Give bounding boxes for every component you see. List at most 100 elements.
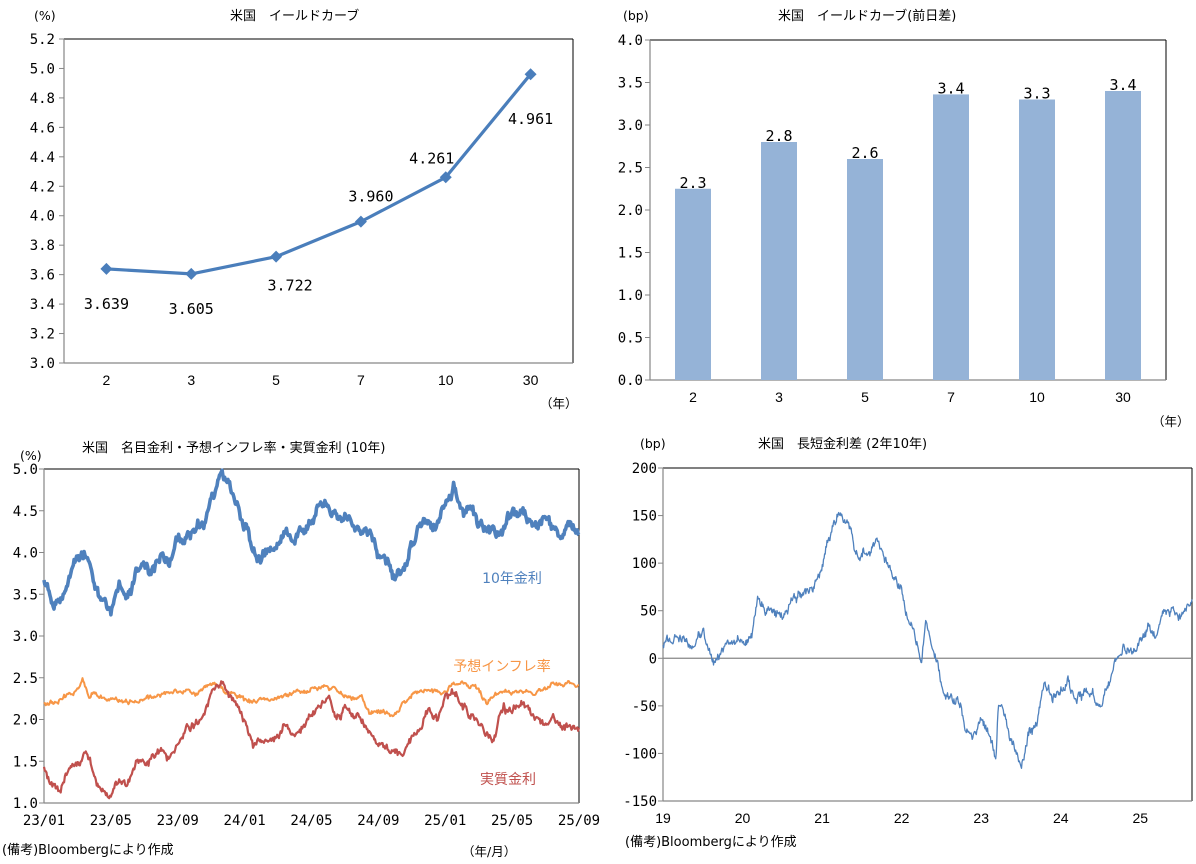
y-tick-label: 50	[640, 604, 657, 620]
y-tick-label: 4.6	[30, 120, 55, 136]
chart-title: 米国 イールドカーブ(前日差)	[778, 8, 956, 24]
y-tick-label: 0	[649, 651, 657, 667]
x-tick-label: 19	[655, 810, 671, 826]
source-note: (備考)Bloombergにより作成	[625, 834, 797, 850]
chart-yield-curve: (%) 米国 イールドカーブ （年）	[34, 8, 578, 411]
y-tick-label: 150	[632, 509, 657, 525]
x-tick-label: 7	[357, 372, 365, 388]
x-tick-label: 24	[1053, 810, 1069, 826]
y-tick-label: 4.0	[30, 209, 55, 225]
y-tick-label: 4.2	[30, 179, 55, 195]
data-label: 3.605	[169, 300, 214, 318]
chart-title: 米国 イールドカーブ	[230, 8, 359, 24]
breakeven-inflation-line	[43, 677, 580, 718]
yield-change-plot: 4.0 3.5 3.0 2.5 2.0 1.5 1.0 0.5 0.0 2.3 2 2.8 3 2.6 5 3…	[618, 33, 1167, 405]
data-label: 3.960	[348, 188, 393, 206]
y-tick-label: 1.0	[13, 796, 38, 812]
x-tick-label: 5	[861, 389, 869, 405]
y-tick-label: 2.0	[618, 203, 643, 219]
data-label: 3.4	[1109, 76, 1136, 94]
x-tick-label: 23/09	[157, 813, 199, 829]
y-tick-label: 4.0	[13, 546, 38, 562]
real-yield-line	[42, 680, 581, 800]
y-tick-label: 4.5	[13, 504, 38, 520]
data-label: 3.722	[268, 277, 313, 295]
data-label: 3.639	[84, 295, 129, 313]
chart-2s10s-spread: (bp) 米国 長短金利差 (2年10年) (備考)Bloombergにより作成	[625, 436, 927, 850]
data-point-marker	[354, 215, 367, 228]
y-tick-label: 1.5	[13, 754, 38, 770]
y-tick-label: 5.0	[30, 61, 55, 77]
data-label: 2.8	[765, 127, 792, 145]
data-label: 3.4	[937, 79, 964, 97]
y-tick-label: 1.5	[618, 246, 643, 262]
y-tick-label: 3.0	[618, 118, 643, 134]
chart-marks: 5.25.04.84.64.44.24.03.83.63.43.23.02 3 5 7…	[13, 32, 1193, 829]
x-tick-label: 25	[1133, 810, 1149, 826]
y-unit-label: (%)	[34, 8, 56, 23]
y-tick-label: -100	[623, 746, 657, 762]
y-tick-label: 3.0	[30, 356, 55, 372]
y-tick-label: 3.4	[30, 297, 55, 313]
data-label: 4.961	[508, 110, 553, 128]
data-label: 4.261	[409, 149, 454, 167]
y-tick-label: 3.8	[30, 238, 55, 254]
y-tick-label: 4.4	[30, 150, 55, 166]
x-unit-label: （年）	[1152, 414, 1190, 429]
bar	[933, 94, 969, 381]
x-tick-label: 7	[947, 389, 955, 405]
x-tick-label: 2	[103, 372, 111, 388]
x-tick-label: 21	[814, 810, 830, 826]
bar	[1019, 99, 1055, 380]
y-unit-label: (%)	[20, 448, 42, 463]
yield-curve-plot: 5.2 5.0 4.8 4.6 4.4 4.2 4.0 3.8 3.6 3.4 3.2 3.0 2 3 5 7…	[30, 32, 574, 388]
y-tick-label: 100	[632, 556, 657, 572]
bar	[1105, 91, 1141, 380]
rates-plot: 5.0 4.5 4.0 3.5 3.0 2.5 2.0 1.5 1.023/01 23/05 23/…	[13, 462, 600, 829]
y-tick-label: 4.8	[30, 91, 55, 107]
x-tick-label: 10	[438, 372, 454, 388]
y-tick-label: 4.0	[618, 33, 643, 49]
y-tick-label: -150	[623, 794, 657, 810]
x-tick-label: 2	[689, 389, 697, 405]
y-tick-label: 2.0	[13, 713, 38, 729]
x-tick-label: 23/05	[90, 813, 132, 829]
y-tick-label: 0.5	[618, 331, 643, 347]
x-tick-label: 25/09	[558, 813, 600, 829]
chart-nominal-breakeven-real: (%) 米国 名目金利・予想インフレ率・実質金利 (10年) （年/月） (備考…	[2, 440, 516, 859]
y-tick-label: 2.5	[13, 671, 38, 687]
y-tick-label: 1.0	[618, 288, 643, 304]
series-label: 実質金利	[480, 772, 536, 788]
x-tick-label: 24/05	[290, 813, 332, 829]
x-tick-label: 24/09	[357, 813, 399, 829]
x-tick-label: 3	[775, 389, 783, 405]
data-label: 2.3	[679, 174, 706, 192]
bar	[675, 188, 711, 380]
y-tick-label: 3.5	[13, 587, 38, 603]
x-tick-label: 3	[187, 372, 195, 388]
y-tick-label: 2.5	[618, 161, 643, 177]
x-tick-label: 23/01	[23, 813, 65, 829]
data-label: 2.6	[851, 144, 878, 162]
y-tick-label: -50	[632, 699, 657, 715]
y-tick-label: 3.0	[13, 629, 38, 645]
x-tick-label: 25/01	[424, 813, 466, 829]
spread-series-line	[662, 511, 1193, 769]
data-point-marker	[100, 262, 113, 275]
y-tick-label: 5.2	[30, 32, 55, 48]
source-note: (備考)Bloombergにより作成	[2, 842, 174, 858]
x-unit-label: （年/月）	[462, 844, 516, 859]
x-tick-label: 5	[272, 372, 280, 388]
y-unit-label: (bp)	[640, 436, 666, 451]
nominal-10y-line	[42, 468, 581, 617]
x-tick-label: 30	[1115, 389, 1131, 405]
series-label: 10年金利	[482, 571, 542, 587]
series-label: 予想インフレ率	[453, 658, 551, 675]
data-point-marker	[524, 68, 537, 81]
x-tick-label: 24/01	[224, 813, 266, 829]
data-point-marker	[439, 171, 452, 184]
x-unit-label: （年）	[540, 396, 578, 411]
bar	[847, 159, 883, 380]
y-unit-label: (bp)	[623, 8, 649, 23]
